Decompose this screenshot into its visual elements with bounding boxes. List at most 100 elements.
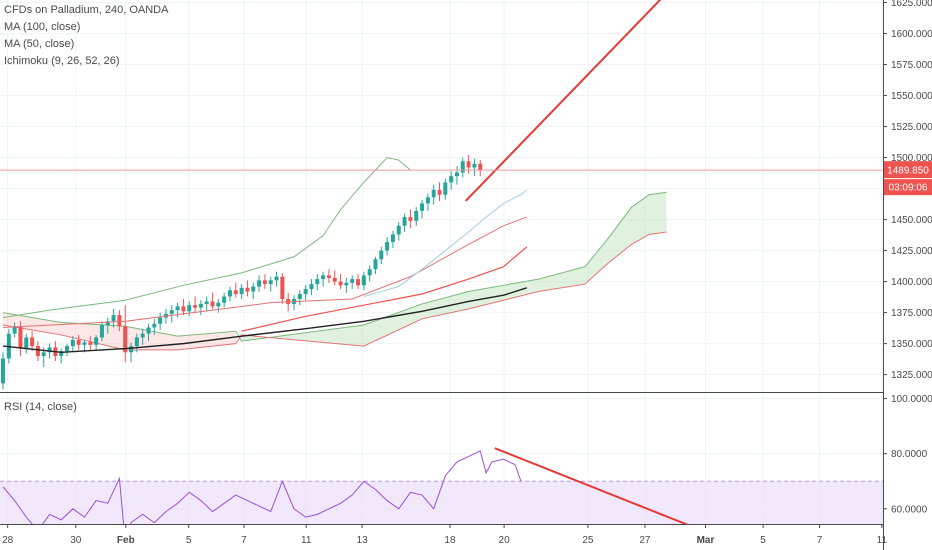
price-gridlines: [0, 0, 883, 392]
time-tick-label: 27: [639, 535, 651, 546]
countdown-badge: [884, 179, 932, 196]
rsi-legend: RSI (14, close): [4, 399, 77, 416]
rsi-title: RSI (14, close): [4, 401, 77, 413]
time-tick-label: 13: [357, 535, 369, 546]
candle-body: [216, 302, 221, 307]
rsi-plot: [0, 447, 883, 550]
rsi-tick-label: 60.0000: [891, 504, 928, 515]
time-tick-label: 25: [582, 535, 594, 546]
ma100-legend: MA (100, close): [4, 21, 81, 33]
candle-body: [431, 189, 436, 198]
time-tick-label: 28: [2, 535, 14, 546]
candle-body: [111, 315, 116, 322]
time-axis-bg: [0, 524, 883, 550]
candle-body: [361, 275, 366, 286]
price-tick-label: 1425.000: [891, 246, 932, 257]
candle-body: [59, 351, 64, 357]
tenkan-sen-line: [363, 189, 528, 297]
time-tick-label: Feb: [117, 535, 135, 546]
candle-body: [414, 210, 419, 221]
cloud-bearish-fill: [3, 312, 236, 350]
time-tick-label: 7: [817, 535, 823, 546]
kijun-sen-line: [2, 216, 527, 328]
candle-body: [204, 301, 209, 304]
rsi-line: [2, 450, 522, 543]
candle-body: [35, 346, 40, 357]
candle-body: [12, 326, 17, 334]
candle-body: [257, 280, 262, 287]
candle-body: [460, 161, 465, 173]
candle-body: [222, 296, 227, 303]
price-tick-label: 1375.000: [891, 308, 932, 319]
ma100-line: [2, 287, 528, 354]
rsi-tick-label: 100.0000: [891, 394, 932, 405]
candle-body: [1, 358, 5, 384]
ma50-legend: MA (50, close): [4, 38, 75, 50]
candle-body: [70, 339, 75, 347]
time-tick-label: 20: [499, 535, 511, 546]
candle-body: [478, 163, 483, 170]
candle-body: [321, 275, 326, 280]
candle-body: [268, 280, 273, 285]
candle-body: [472, 163, 477, 168]
candle-body: [356, 279, 361, 286]
candle-body: [99, 325, 104, 338]
senkou-span-a: [2, 191, 667, 342]
cloud-bullish-fill: [241, 192, 667, 347]
ichimoku-legend: Ichimoku (9, 26, 52, 26): [4, 55, 120, 67]
current-price-text: 1489.850: [887, 166, 929, 177]
candle-body: [425, 197, 430, 204]
indicator-lines: [0, 0, 883, 354]
candle-body: [402, 217, 407, 226]
candle-body: [181, 306, 186, 312]
price-tick-label: 1575.000: [891, 60, 932, 71]
candle-body: [274, 276, 279, 281]
candle-body: [251, 286, 256, 292]
chart-title: CFDs on Palladium, 240, OANDA: [4, 4, 169, 16]
candle-body: [76, 339, 81, 345]
price-trendline: [464, 0, 662, 202]
candle-body: [367, 269, 372, 276]
candle-body: [437, 189, 442, 195]
candle-body: [385, 241, 390, 251]
candle-body: [82, 342, 87, 345]
candle-body: [94, 337, 99, 345]
time-tick-label: 5: [760, 535, 766, 546]
candle-body: [30, 337, 35, 347]
candle-body: [140, 333, 145, 338]
candle-body: [408, 217, 413, 221]
candle-body: [158, 317, 163, 324]
candle-body: [187, 305, 192, 312]
time-tick-label: 7: [241, 535, 247, 546]
candle-body: [280, 276, 285, 299]
candle-body: [373, 259, 378, 270]
candle-body: [326, 275, 331, 278]
candle-body: [390, 234, 395, 242]
candle-body: [454, 172, 459, 177]
candle-body: [169, 310, 174, 314]
price-tick-label: 1525.000: [891, 122, 932, 133]
price-tick-label: 1600.000: [891, 29, 932, 40]
price-axis-bg: [883, 0, 932, 550]
candle-body: [350, 279, 355, 283]
candle-body: [129, 346, 134, 353]
price-tick-label: 1625.000: [891, 0, 932, 9]
main-legend: CFDs on Palladium, 240, OANDA MA (100, c…: [4, 2, 168, 70]
candle-body: [420, 203, 425, 211]
candle-body: [233, 290, 238, 294]
candle-body: [193, 305, 198, 308]
time-tick-label: 11: [301, 535, 312, 546]
candle-body: [466, 161, 471, 168]
candle-body: [47, 347, 52, 353]
rsi-band: [0, 481, 883, 524]
price-tick-label: 1500.000: [891, 153, 932, 164]
candle-body: [262, 280, 267, 285]
candle-body: [344, 282, 349, 286]
candle-body: [65, 346, 70, 352]
candle-body: [198, 303, 203, 308]
price-tick-label: 1325.000: [891, 370, 932, 381]
current-price-badge: [884, 161, 932, 179]
